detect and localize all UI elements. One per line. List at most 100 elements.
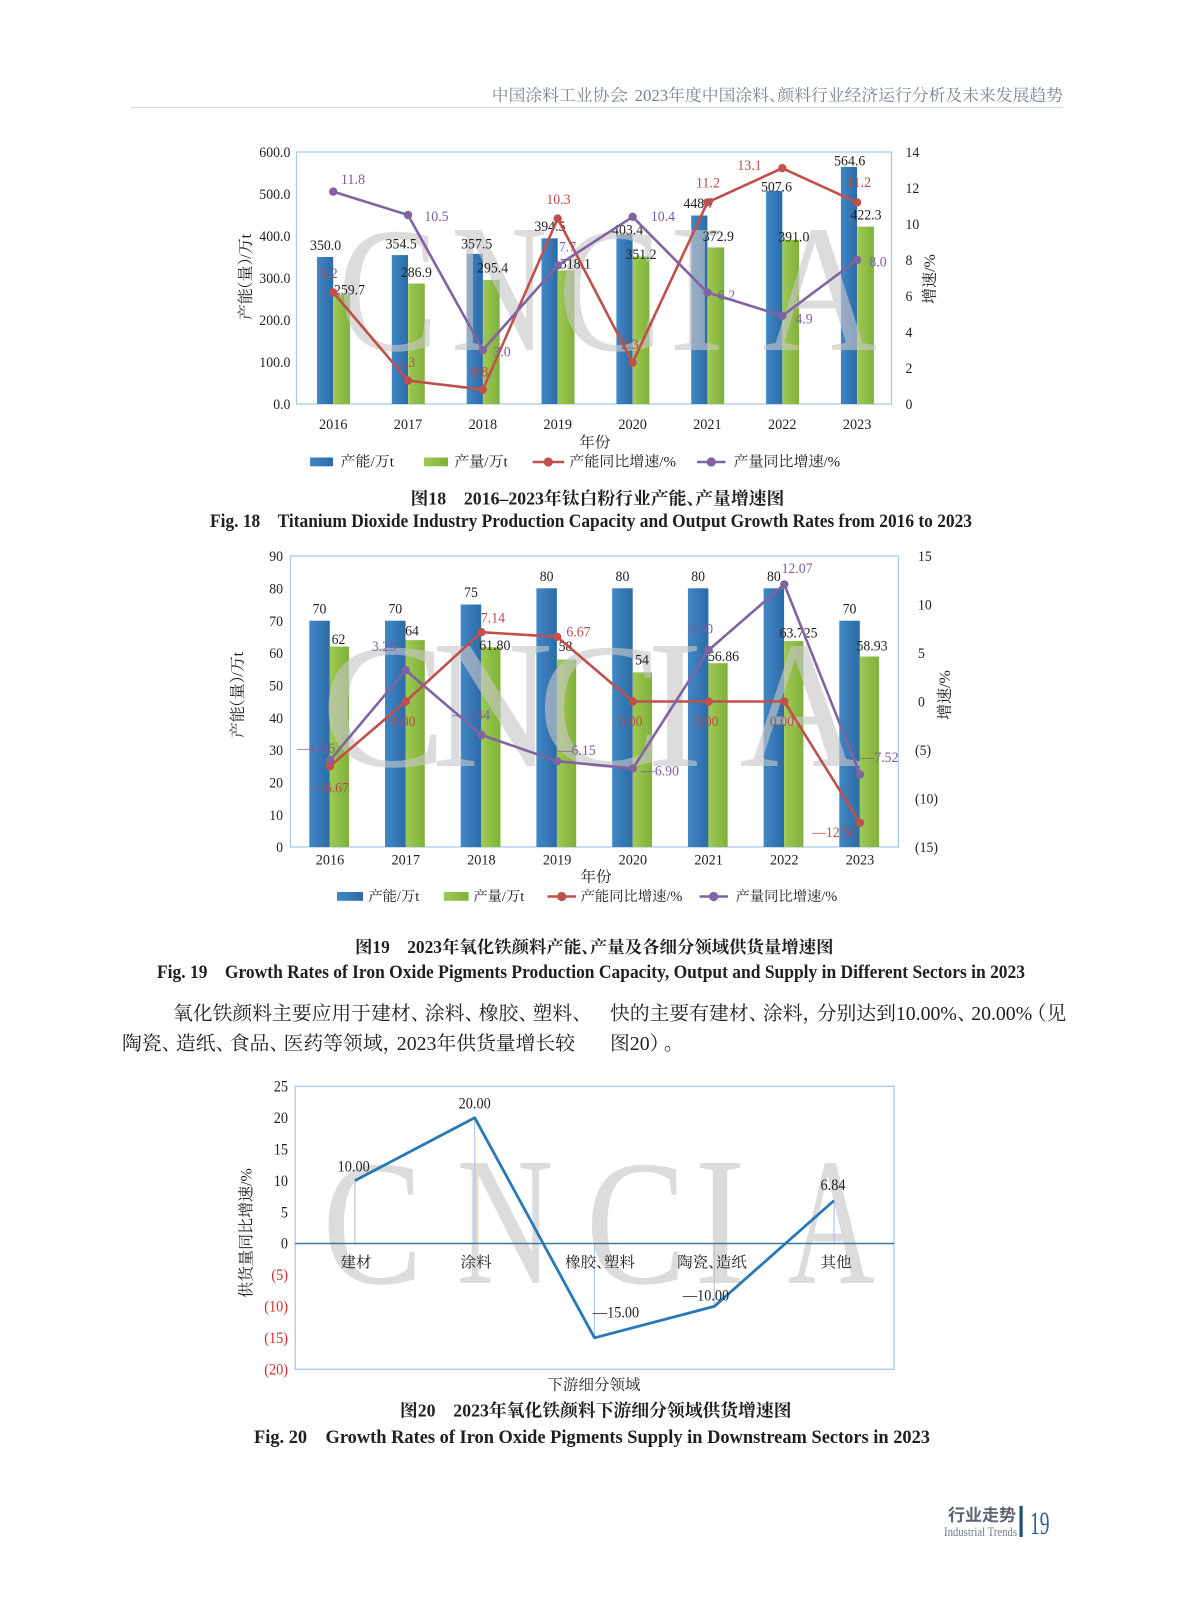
svg-text:/%: /% [821,889,837,905]
svg-text:70: 70 [269,614,283,630]
svg-text:4: 4 [906,325,913,341]
svg-text:357.5: 357.5 [461,236,492,252]
svg-text:/: / [484,455,489,471]
svg-text:/%: /% [666,889,682,905]
svg-text:11.2: 11.2 [847,175,871,191]
svg-text:2019: 2019 [543,853,572,869]
svg-text:20: 20 [269,776,283,792]
svg-text:600.0: 600.0 [259,145,290,161]
svg-text:t: t [504,455,509,471]
svg-text:/%: /% [239,1168,256,1186]
svg-text:318.1: 318.1 [560,257,591,273]
svg-text:/%: /% [937,670,954,688]
svg-text:6.2: 6.2 [320,266,337,282]
svg-text:—6.15: —6.15 [557,743,596,759]
svg-text:259.7: 259.7 [334,283,366,299]
svg-text:8.0: 8.0 [869,255,886,271]
svg-text:Fig. 20 Growth Rates of Iro: Fig. 20 Growth Rates of Iron Oxide Pigme… [254,1427,930,1448]
svg-text:63.725: 63.725 [780,626,818,642]
svg-text:2017: 2017 [391,853,420,869]
svg-text:58: 58 [559,639,573,655]
svg-text:5: 5 [281,1204,288,1221]
svg-text:350.0: 350.0 [310,238,341,254]
svg-text:/: / [502,889,506,905]
svg-text:6.2: 6.2 [718,288,735,304]
svg-text:—15.00: —15.00 [592,1305,639,1322]
svg-text:Industrial Trends: Industrial Trends [944,1525,1017,1539]
svg-text:—6.06: —6.06 [296,741,335,757]
svg-text:12: 12 [906,181,920,197]
svg-text:75: 75 [464,585,478,601]
svg-text:/%: /% [824,455,841,471]
svg-text:0.00: 0.00 [391,714,415,730]
svg-text:—6.67: —6.67 [310,781,349,797]
svg-text:507.6: 507.6 [761,180,793,196]
svg-text:10.4: 10.4 [651,209,676,225]
svg-text:0: 0 [906,397,913,413]
svg-text:80: 80 [616,569,630,585]
svg-text:100.0: 100.0 [259,355,290,371]
svg-text:200.0: 200.0 [259,313,290,329]
svg-text:60: 60 [269,646,283,662]
svg-text:354.5: 354.5 [386,236,417,252]
svg-text:19: 19 [372,937,390,957]
svg-text:10.00: 10.00 [338,1159,370,1176]
svg-text:7.14: 7.14 [481,611,506,627]
svg-text:2018: 2018 [469,417,498,433]
svg-text:(5): (5) [271,1267,288,1284]
svg-text:0.00: 0.00 [694,714,718,730]
svg-text:2023: 2023 [407,937,442,957]
svg-text:10: 10 [274,1173,289,1190]
svg-text:t: t [520,889,524,905]
svg-text:56.86: 56.86 [708,649,740,665]
svg-text:2021: 2021 [693,417,722,433]
svg-text:2023: 2023 [397,1033,437,1055]
svg-text:/: / [238,254,255,259]
svg-text:0.00: 0.00 [770,714,794,730]
svg-text:—7.52: —7.52 [860,750,899,766]
svg-text:12.07: 12.07 [781,561,813,577]
svg-text:15: 15 [274,1141,289,1158]
svg-text:t: t [238,233,255,238]
svg-text:(10): (10) [915,792,938,808]
svg-text:t: t [230,651,247,656]
svg-text:391.0: 391.0 [778,229,809,245]
svg-text:10: 10 [906,217,920,233]
svg-text:2016–2023: 2016–2023 [464,489,544,509]
svg-text:2017: 2017 [394,417,423,433]
svg-text:(5): (5) [915,743,931,759]
svg-text:2023: 2023 [453,1401,489,1421]
svg-text:2023: 2023 [846,853,875,869]
svg-text:t: t [415,889,419,905]
svg-text:8: 8 [906,253,913,269]
svg-text:6: 6 [906,289,913,305]
svg-text:11.8: 11.8 [341,172,365,188]
svg-text:54: 54 [635,653,649,669]
svg-text:20: 20 [418,1401,436,1421]
svg-text:25: 25 [274,1078,289,1095]
svg-text:80: 80 [767,569,781,585]
svg-text:80: 80 [540,569,554,585]
svg-text:400.0: 400.0 [259,229,290,245]
svg-text:20.00: 20.00 [459,1096,491,1113]
svg-text:/: / [371,455,376,471]
svg-text:0.8: 0.8 [471,365,488,381]
svg-text:20.00%: 20.00% [971,1003,1032,1025]
svg-text:20: 20 [274,1110,289,1127]
svg-text:(15): (15) [264,1330,288,1347]
svg-text:/: / [397,889,401,905]
svg-text:10: 10 [918,598,932,614]
svg-text:7.7: 7.7 [559,240,577,256]
svg-text:(20): (20) [264,1362,288,1379]
svg-text:/: / [230,672,247,677]
svg-text:70: 70 [313,601,327,617]
svg-text:10: 10 [269,808,283,824]
svg-text:3.23: 3.23 [372,639,396,655]
svg-text:0: 0 [918,695,925,711]
svg-text:2020: 2020 [619,853,648,869]
svg-text:—12.50: —12.50 [811,825,857,841]
svg-text:/%: /% [922,254,939,272]
svg-text:80: 80 [691,569,705,585]
svg-text:3.0: 3.0 [493,345,510,361]
svg-text:5: 5 [918,646,925,662]
